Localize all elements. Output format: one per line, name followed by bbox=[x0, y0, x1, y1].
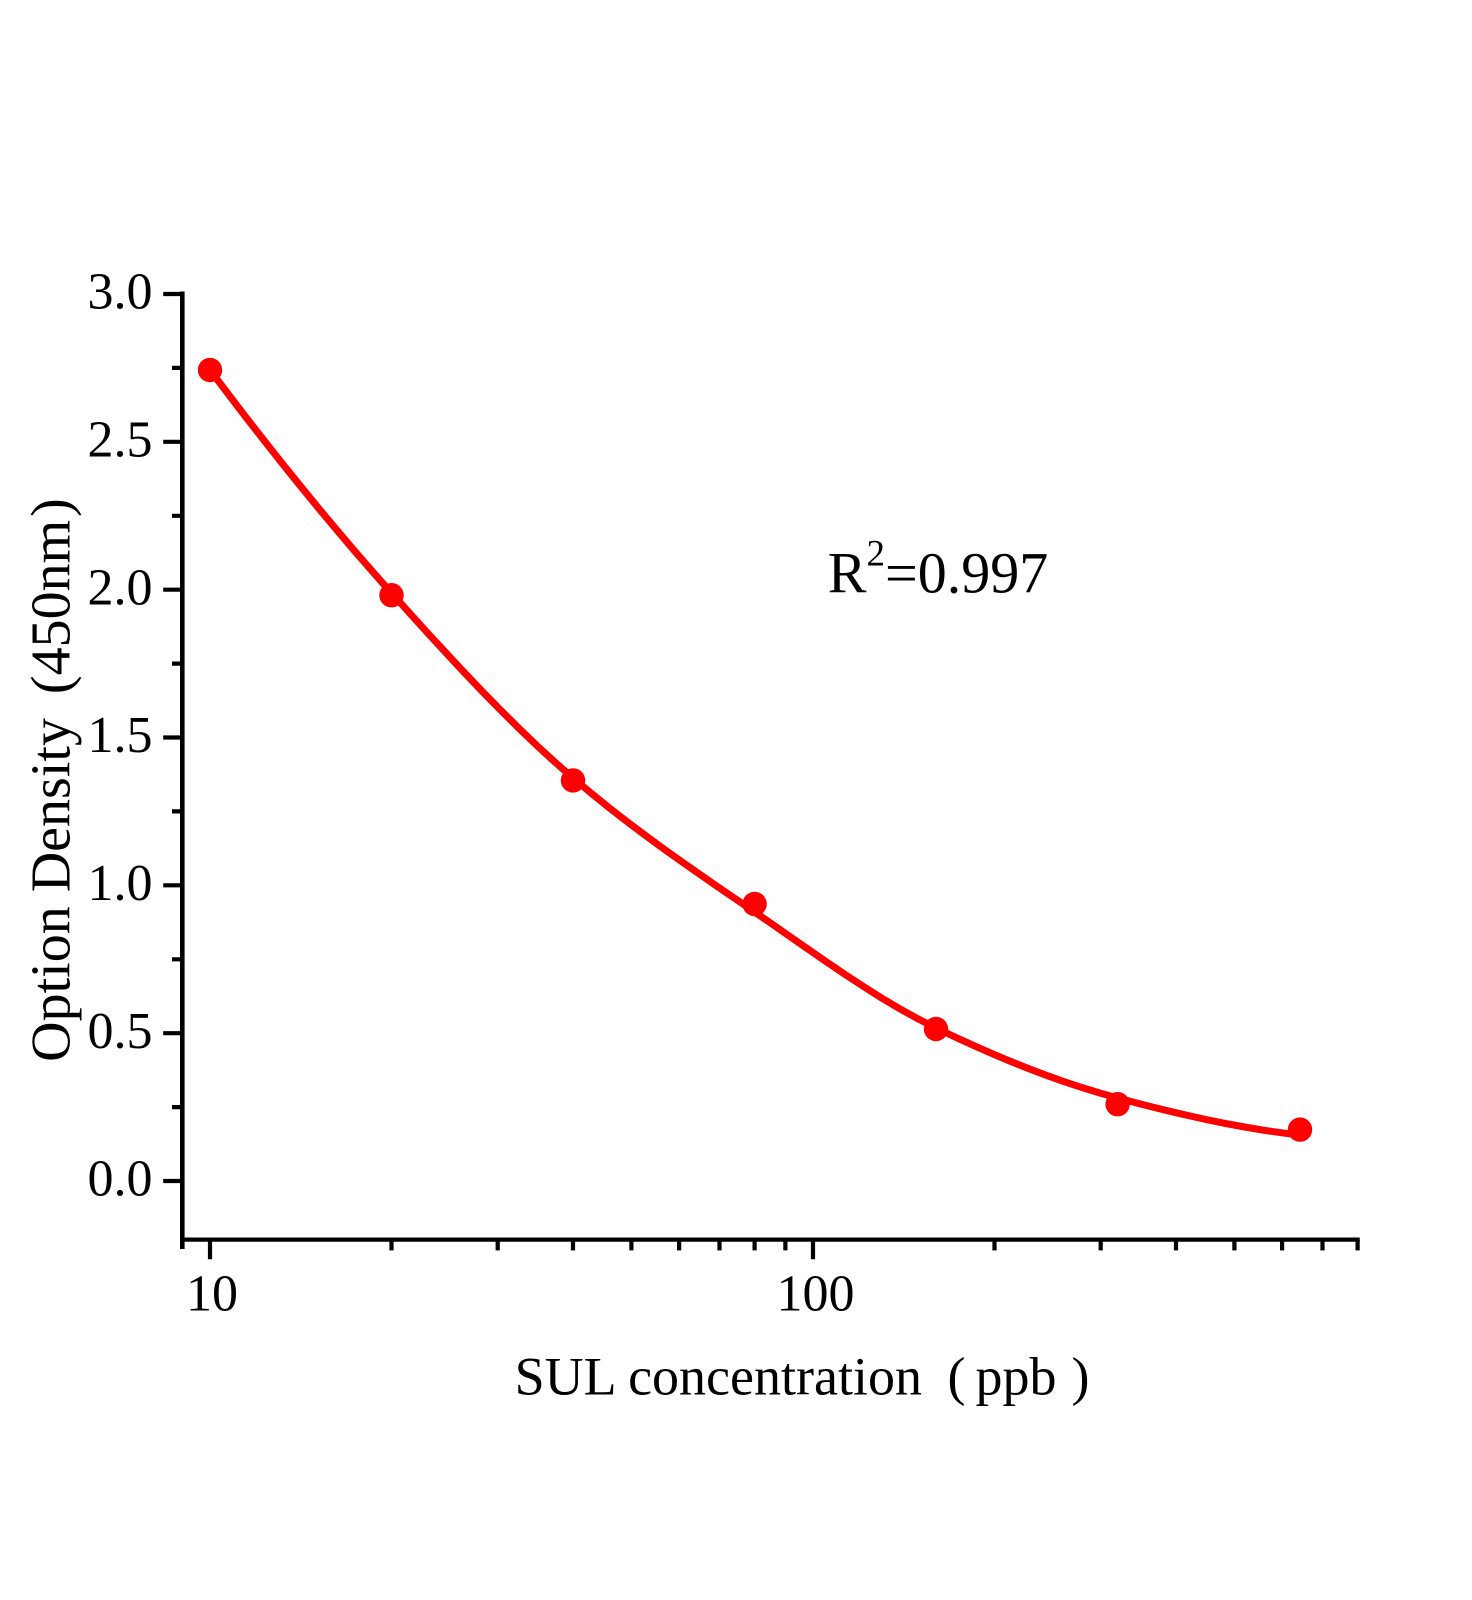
svg-text:R2=0.997: R2=0.997 bbox=[828, 534, 1048, 606]
svg-text:Option Density (450nm): Option Density (450nm) bbox=[21, 498, 83, 1062]
svg-text:100: 100 bbox=[777, 1266, 855, 1323]
svg-text:0.0: 0.0 bbox=[88, 1151, 153, 1208]
svg-text:1.5: 1.5 bbox=[88, 707, 153, 764]
svg-text:1.0: 1.0 bbox=[88, 855, 153, 912]
svg-text:3.0: 3.0 bbox=[88, 264, 153, 321]
svg-text:SUL concentration (ppb): SUL concentration (ppb) bbox=[515, 1347, 1090, 1407]
svg-text:0.5: 0.5 bbox=[88, 1003, 153, 1060]
svg-text:10: 10 bbox=[186, 1266, 238, 1323]
svg-text:2.5: 2.5 bbox=[88, 412, 153, 469]
svg-text:2.0: 2.0 bbox=[88, 559, 153, 616]
